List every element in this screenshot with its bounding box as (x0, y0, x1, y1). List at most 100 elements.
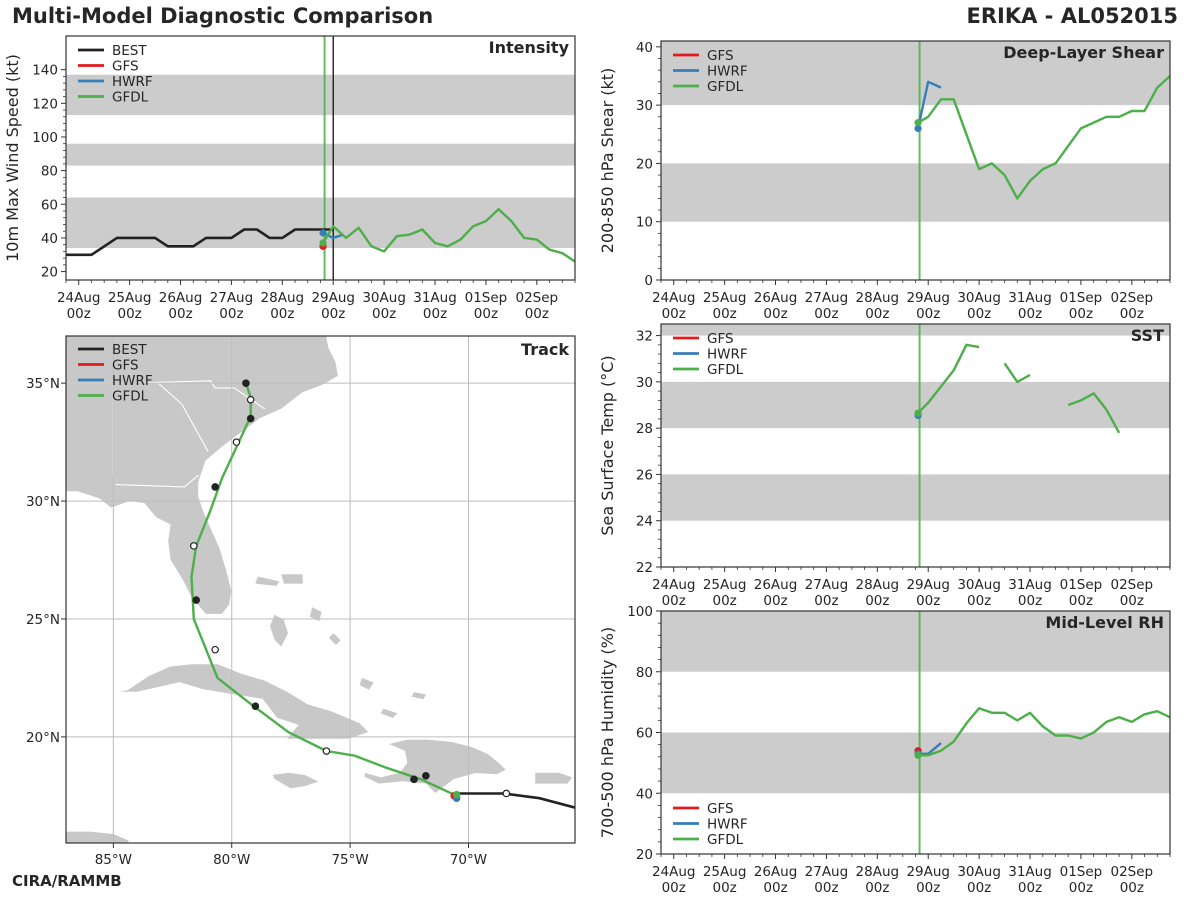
track-title: Track (521, 340, 569, 359)
shear-xtick-label-hour: 00z (916, 306, 940, 322)
shear-xtick-label-hour: 00z (967, 306, 991, 322)
sst-xtick-label-hour: 00z (814, 593, 838, 609)
track-6h-point (242, 379, 250, 387)
intensity-ytick-label: 120 (32, 96, 58, 112)
intensity-ytick-label: 80 (41, 164, 58, 180)
intensity-xtick-label-day: 02Sep (516, 290, 559, 306)
shear-xtick-label-hour: 00z (814, 306, 838, 322)
sst-xtick-label-day: 28Aug (856, 577, 900, 593)
shear-xtick-label-hour: 00z (662, 306, 686, 322)
sst-xtick-label-day: 26Aug (754, 577, 798, 593)
track-gfdl-start-marker (452, 790, 461, 799)
sst-band-1 (661, 381, 1170, 429)
intensity-band-1 (66, 143, 575, 166)
rh-title: Mid-Level RH (1045, 613, 1164, 632)
intensity-xtick-label-hour: 00z (117, 306, 141, 322)
intensity-panel: 2040608010012014024Aug00z25Aug00z26Aug00… (3, 35, 576, 322)
track-ytick-label: 20°N (26, 730, 60, 746)
rh-band-1 (661, 611, 1170, 672)
shear-xtick-label-hour: 00z (1069, 306, 1093, 322)
state-border-1 (115, 474, 199, 488)
sst-xtick-label-hour: 00z (662, 593, 686, 609)
shear-xtick-label-day: 31Aug (1008, 290, 1052, 306)
sst-xtick-label-hour: 00z (1120, 593, 1144, 609)
intensity-ytick-label: 60 (41, 197, 58, 213)
shear-panel: 01020304024Aug00z25Aug00z26Aug00z27Aug00… (598, 40, 1171, 322)
rh-xtick-label-hour: 00z (763, 880, 787, 896)
sst-series-gfdl-line-0 (917, 343, 980, 414)
rh-xtick-label-day: 01Sep (1060, 864, 1103, 880)
shear-xtick-label-day: 02Sep (1111, 290, 1154, 306)
rh-legend-label-gfdl: GFDL (707, 832, 744, 848)
sst-xtick-label-hour: 00z (916, 593, 940, 609)
shear-xtick-label-day: 30Aug (957, 290, 1001, 306)
sst-legend-label-gfs: GFS (707, 331, 734, 347)
track-xtick-label: 70°W (450, 852, 487, 868)
intensity-xtick-label-hour: 00z (525, 306, 549, 322)
sst-xtick-label-day: 27Aug (805, 577, 849, 593)
intensity-xtick-label-day: 27Aug (210, 290, 254, 306)
shear-band-1 (661, 41, 1170, 106)
intensity-series-gfdl-line-0 (321, 208, 576, 263)
shear-ylabel: 200-850 hPa Shear (kt) (598, 68, 617, 254)
rh-ylabel: 700-500 hPa Humidity (%) (598, 627, 617, 838)
track-6h-point (192, 596, 201, 604)
sst-panel: 22242628303224Aug00z25Aug00z26Aug00z27Au… (598, 323, 1171, 609)
rh-xtick-label-day: 28Aug (856, 864, 900, 880)
sst-ytick-label: 24 (636, 514, 653, 530)
storm-id: ERIKA - AL052015 (966, 4, 1179, 28)
shear-legend-label-hwrf: HWRF (707, 64, 748, 80)
intensity-legend-label-gfdl: GFDL (112, 90, 149, 106)
intensity-xtick-label-hour: 00z (372, 306, 396, 322)
rh-ytick-label: 40 (636, 786, 653, 802)
intensity-series-gfdl-start-marker (319, 239, 327, 247)
land-central-am (66, 830, 131, 843)
track-ytick-label: 30°N (26, 494, 60, 510)
sst-legend-label-hwrf: HWRF (707, 347, 748, 363)
rh-xtick-label-hour: 00z (1018, 880, 1042, 896)
track-6h-point (410, 775, 418, 784)
credit-label: CIRA/RAMMB (12, 872, 122, 890)
intensity-xtick-label-day: 29Aug (311, 290, 355, 306)
shear-xtick-label-day: 27Aug (805, 290, 849, 306)
sst-title: SST (1131, 326, 1164, 345)
intensity-xtick-label-hour: 00z (270, 306, 294, 322)
land-cuba (115, 663, 370, 740)
sst-xtick-label-day: 31Aug (1008, 577, 1052, 593)
intensity-series-hwrf-start-marker (319, 229, 327, 237)
track-6h-point (211, 645, 219, 654)
sst-band-0 (661, 474, 1170, 521)
shear-series-gfdl-line-0 (917, 75, 1171, 200)
rh-xtick-label-day: 26Aug (754, 864, 798, 880)
intensity-xtick-label-day: 31Aug (413, 290, 457, 306)
intensity-ytick-label: 140 (32, 63, 58, 79)
intensity-xtick-label-hour: 00z (219, 306, 243, 322)
rh-xtick-label-hour: 00z (967, 880, 991, 896)
rh-xtick-label-hour: 00z (916, 880, 940, 896)
state-border-3 (157, 382, 209, 452)
shear-ytick-label: 30 (636, 98, 653, 114)
intensity-xtick-label-day: 26Aug (159, 290, 203, 306)
shear-xtick-label-day: 28Aug (856, 290, 900, 306)
rh-xtick-label-hour: 00z (1069, 880, 1093, 896)
shear-legend-label-gfs: GFS (707, 48, 734, 64)
shear-xtick-label-hour: 00z (712, 306, 736, 322)
intensity-series-hwrf-line-0 (322, 231, 344, 240)
sst-xtick-label-hour: 00z (1069, 593, 1093, 609)
sst-xtick-label-day: 02Sep (1111, 577, 1154, 593)
shear-xtick-label-day: 24Aug (652, 290, 696, 306)
shear-ytick-label: 20 (636, 156, 653, 172)
track-ytick-label: 25°N (26, 612, 60, 628)
shear-xtick-label-day: 26Aug (754, 290, 798, 306)
rh-xtick-label-day: 02Sep (1111, 864, 1154, 880)
intensity-title: Intensity (489, 38, 570, 57)
rh-xtick-label-day: 30Aug (957, 864, 1001, 880)
rh-series-gfdl-start-marker (914, 751, 922, 759)
intensity-legend-label-hwrf: HWRF (112, 74, 153, 90)
rh-xtick-label-day: 25Aug (703, 864, 747, 880)
rh-xtick-label-hour: 00z (712, 880, 736, 896)
sst-ytick-label: 30 (636, 375, 653, 391)
rh-legend-label-gfs: GFS (707, 801, 734, 817)
shear-title: Deep-Layer Shear (1003, 43, 1164, 62)
intensity-xtick-label-day: 24Aug (57, 290, 101, 306)
